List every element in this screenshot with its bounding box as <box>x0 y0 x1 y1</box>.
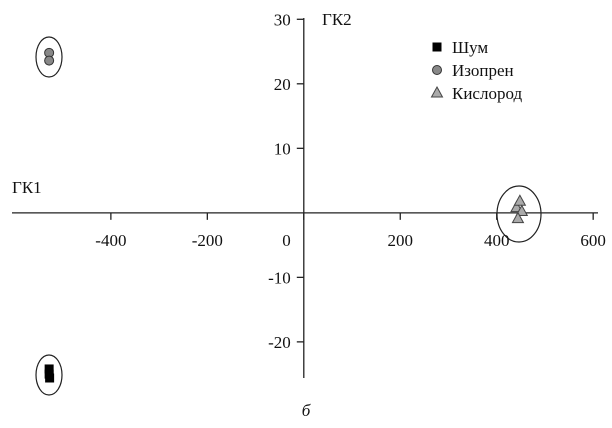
legend-marker <box>432 42 442 52</box>
y-tick-label: 20 <box>274 75 291 94</box>
x-tick-label: -200 <box>192 231 223 250</box>
point <box>44 55 55 66</box>
x-tick-label: -400 <box>95 231 126 250</box>
legend-marker <box>430 85 444 98</box>
legend-label: Кислород <box>452 84 522 103</box>
point <box>45 373 55 383</box>
y-axis-label: ГК2 <box>322 10 352 29</box>
y-tick-label: 10 <box>274 139 291 158</box>
legend-marker <box>432 65 442 75</box>
point <box>513 194 527 206</box>
x-axis-label: ГК1 <box>12 178 42 197</box>
x-tick-label: 600 <box>580 231 606 250</box>
legend-label: Шум <box>452 38 488 57</box>
y-tick-label: 30 <box>274 10 291 29</box>
x-tick-label: 200 <box>388 231 414 250</box>
y-tick-label: -10 <box>268 268 291 287</box>
cluster-outline <box>35 354 63 396</box>
cluster-outline <box>35 36 63 78</box>
x-tick-label: 0 <box>282 231 291 250</box>
y-tick-label: -20 <box>268 333 291 352</box>
x-tick-label: 400 <box>484 231 510 250</box>
caption: б <box>302 401 311 420</box>
legend-label: Изопрен <box>452 61 514 80</box>
point <box>515 204 529 217</box>
point <box>511 211 525 224</box>
